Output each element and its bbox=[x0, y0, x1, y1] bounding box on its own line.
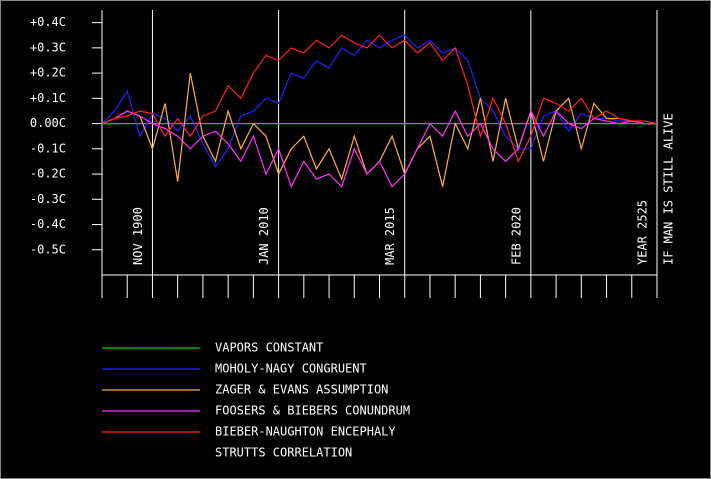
legend-label: BIEBER-NAUGHTON ENCEPHALY bbox=[215, 425, 396, 439]
marker-label: FEB 2020 bbox=[509, 207, 523, 265]
legend-label: STRUTTS CORRELATION bbox=[215, 446, 352, 460]
y-tick-label: -0.3C bbox=[30, 192, 66, 206]
series-line bbox=[101, 34, 657, 168]
legend-label: ZAGER & EVANS ASSUMPTION bbox=[215, 383, 388, 397]
y-tick-label: +0.3C bbox=[30, 40, 66, 54]
series-line bbox=[101, 109, 657, 189]
legend-label: FOOSERS & BIEBERS CONUNDRUM bbox=[215, 404, 410, 418]
marker-label: MAR 2015 bbox=[383, 207, 397, 265]
y-tick-label: -0.5C bbox=[30, 242, 66, 256]
series-line bbox=[101, 34, 658, 163]
y-tick-label: +0.2C bbox=[30, 66, 66, 80]
marker-label: NOV 1900 bbox=[131, 207, 145, 265]
legend-label: VAPORS CONSTANT bbox=[215, 341, 323, 355]
marker-label: JAN 2010 bbox=[257, 207, 271, 265]
annotation: IF MAN IS STILL ALIVE bbox=[662, 113, 676, 265]
y-tick-label: -0.2C bbox=[30, 167, 66, 181]
y-tick-label: -0.4C bbox=[30, 217, 66, 231]
marker-label: YEAR 2525 bbox=[636, 200, 650, 265]
y-tick-label: +0.4C bbox=[30, 15, 66, 29]
y-tick-label: 0.00C bbox=[30, 116, 66, 130]
y-tick-label: -0.1C bbox=[30, 141, 66, 155]
legend-label: MOHOLY-NAGY CONGRUENT bbox=[215, 362, 367, 376]
y-tick-label: +0.1C bbox=[30, 91, 66, 105]
